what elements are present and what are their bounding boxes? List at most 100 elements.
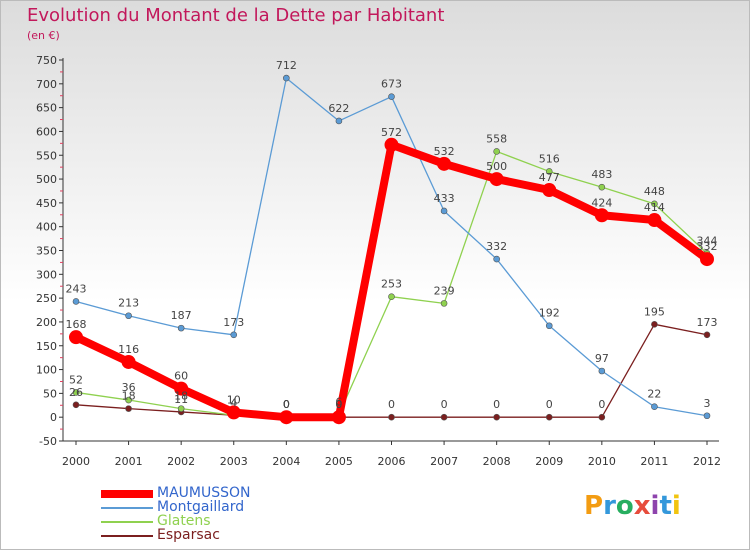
y-tick-label: 400 <box>36 221 57 234</box>
point-maumusson <box>489 172 504 187</box>
y-tick-label: 200 <box>36 316 57 329</box>
point-montgaillard <box>493 255 500 263</box>
point-montgaillard <box>283 74 290 82</box>
data-label-glatens: 344 <box>697 234 718 247</box>
data-label-glatens: 558 <box>486 132 507 145</box>
x-tick-label: 2005 <box>325 455 353 468</box>
legend-label: Montgaillard <box>157 499 245 515</box>
logo-letter: o <box>615 491 634 521</box>
point-esparsac <box>72 401 80 409</box>
data-label-montgaillard: 243 <box>66 282 87 295</box>
point-glatens <box>440 300 448 307</box>
y-tick-label: 0 <box>50 411 57 424</box>
point-glatens <box>493 148 500 155</box>
data-label-maumusson: 0 <box>283 398 290 411</box>
data-label-esparsac: 26 <box>69 386 83 399</box>
logo-letter: r <box>603 491 616 521</box>
point-esparsac <box>493 413 500 421</box>
x-tick-label: 2000 <box>62 455 90 468</box>
point-montgaillard <box>230 331 238 339</box>
data-label-maumusson: 332 <box>697 240 718 253</box>
point-esparsac <box>703 331 711 339</box>
data-label-glatens: 448 <box>644 185 665 198</box>
x-tick-label: 2012 <box>693 455 721 468</box>
point-montgaillard <box>72 298 80 305</box>
logo-letter: P <box>584 491 604 521</box>
logo-letter: i <box>671 491 681 521</box>
point-esparsac <box>388 413 395 421</box>
data-label-maumusson: 0 <box>335 398 342 411</box>
y-tick-label: 100 <box>36 364 57 377</box>
point-glatens <box>388 293 395 300</box>
data-label-maumusson: 116 <box>118 343 139 356</box>
x-tick-label: 2007 <box>430 455 458 468</box>
data-label-montgaillard: 173 <box>223 316 244 329</box>
data-label-maumusson: 532 <box>434 145 455 158</box>
point-montgaillard <box>177 324 185 332</box>
data-label-esparsac: 0 <box>546 398 553 411</box>
data-label-montgaillard: 22 <box>647 388 661 401</box>
x-tick-label: 2004 <box>272 455 300 468</box>
chart-title: Evolution du Montant de la Dette par Hab… <box>27 5 445 26</box>
point-maumusson <box>331 410 346 425</box>
point-esparsac <box>440 413 448 421</box>
point-maumusson <box>174 381 189 396</box>
y-tick-label: 600 <box>36 125 57 138</box>
data-label-montgaillard: 622 <box>328 102 349 115</box>
data-label-glatens: 516 <box>539 152 560 165</box>
data-label-maumusson: 168 <box>66 318 87 331</box>
y-tick-label: 150 <box>36 340 57 353</box>
y-tick-label: 700 <box>36 78 57 91</box>
data-label-montgaillard: 3 <box>704 397 711 410</box>
data-label-montgaillard: 673 <box>381 78 402 91</box>
point-maumusson <box>594 208 609 223</box>
point-montgaillard <box>125 312 132 320</box>
data-label-glatens: 52 <box>69 373 83 386</box>
logo-letter: x <box>633 491 651 521</box>
legend-label: MAUMUSSON <box>157 485 251 501</box>
logo-letter: i <box>650 491 660 521</box>
legend-swatch <box>101 535 153 537</box>
point-glatens <box>651 200 658 208</box>
point-montgaillard <box>335 117 343 125</box>
point-esparsac <box>598 413 606 421</box>
data-label-esparsac: 0 <box>283 398 290 411</box>
point-glatens <box>177 405 185 412</box>
point-montgaillard <box>703 412 711 420</box>
point-esparsac <box>125 405 132 412</box>
data-label-montgaillard: 192 <box>539 307 560 320</box>
data-label-maumusson: 414 <box>644 201 665 214</box>
data-label-esparsac: 195 <box>644 305 665 318</box>
point-glatens <box>125 396 132 404</box>
point-montgaillard <box>440 207 448 215</box>
data-label-glatens: 4 <box>230 396 237 409</box>
data-label-maumusson: 500 <box>486 160 507 173</box>
proxiti-logo: Proxiti <box>584 491 681 521</box>
data-label-maumusson: 477 <box>539 171 560 184</box>
data-label-esparsac: 0 <box>335 398 342 411</box>
y-tick-label: 550 <box>36 149 57 162</box>
data-label-maumusson: 10 <box>227 393 241 406</box>
x-tick-label: 2009 <box>535 455 563 468</box>
y-tick-label: 750 <box>36 54 57 67</box>
x-tick-label: 2003 <box>220 455 248 468</box>
point-maumusson <box>121 354 136 369</box>
y-tick-label: 650 <box>36 102 57 115</box>
legend-swatch <box>101 521 153 523</box>
data-label-esparsac: 18 <box>122 390 136 403</box>
legend-label: Glatens <box>157 513 211 529</box>
data-label-glatens: 0 <box>283 398 290 411</box>
point-maumusson <box>69 330 83 345</box>
point-montgaillard <box>598 367 606 375</box>
point-montgaillard <box>388 93 395 100</box>
point-maumusson <box>226 405 241 420</box>
data-label-esparsac: 4 <box>230 396 237 409</box>
data-label-esparsac: 0 <box>598 398 605 411</box>
point-glatens <box>598 183 606 191</box>
point-montgaillard <box>651 403 658 411</box>
chart-unit: (en €) <box>27 29 60 42</box>
data-label-glatens: 239 <box>434 284 455 297</box>
point-maumusson <box>542 183 557 198</box>
